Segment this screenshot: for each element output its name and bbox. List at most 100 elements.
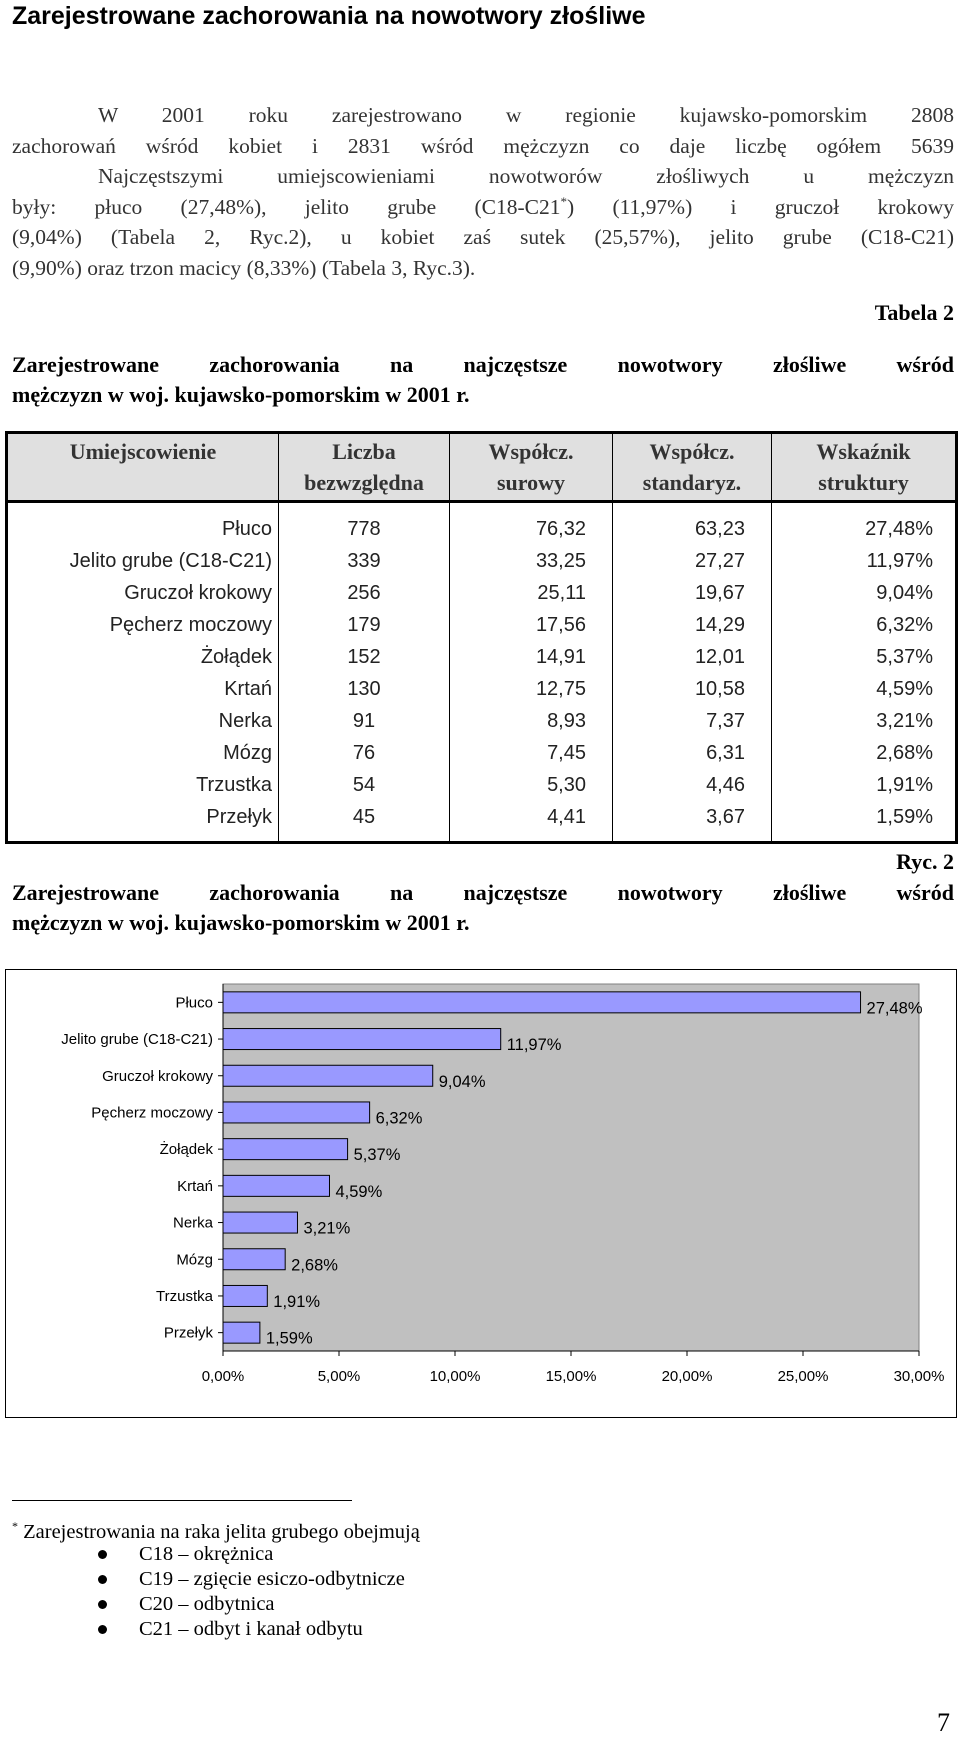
cell-structure: 6,32% xyxy=(771,609,957,641)
cell-crude-rate: 12,75 xyxy=(449,673,613,705)
cell-std-rate: 19,67 xyxy=(612,577,772,609)
bar xyxy=(222,991,862,1014)
data-label: 9,04% xyxy=(439,1073,486,1091)
cell-location: Przełyk xyxy=(206,805,272,828)
data-label: 1,91% xyxy=(273,1293,320,1311)
cell-std-rate: 10,58 xyxy=(612,673,772,705)
cell-count: 54 xyxy=(278,769,450,801)
x-tick-label: 15,00% xyxy=(546,1368,597,1385)
cell-crude-rate: 33,25 xyxy=(449,545,613,577)
paragraph-line: (9,90%) oraz trzon macicy (8,33%) (Tabel… xyxy=(12,255,476,280)
col-header-location: Umiejscowienie xyxy=(6,432,279,503)
table-row: Płuco 778 76,32 63,23 27,48% xyxy=(7,501,957,545)
cell-count: 778 xyxy=(278,501,450,545)
list-item: C18 – okrężnica xyxy=(0,1542,405,1567)
cell-std-rate: 27,27 xyxy=(612,545,772,577)
cell-count: 76 xyxy=(278,737,450,769)
table-row: Pęcherz moczowy 179 17,56 14,29 6,32% xyxy=(7,609,957,641)
data-label: 27,48% xyxy=(867,999,923,1017)
x-tick-label: 0,00% xyxy=(202,1368,245,1385)
x-tick-label: 5,00% xyxy=(318,1368,361,1385)
cell-count: 91 xyxy=(278,705,450,737)
category-label: Płuco xyxy=(175,994,213,1011)
footnote-marker: * xyxy=(12,1519,18,1533)
page-title: Zarejestrowane zachorowania na nowotwory… xyxy=(12,2,646,30)
cell-std-rate: 12,01 xyxy=(612,641,772,673)
cancer-table: Umiejscowienie Liczba bezwzględna Współcz… xyxy=(5,431,958,844)
list-item: C19 – zgięcie esiczo-odbytnicze xyxy=(0,1567,405,1592)
table-row: Gruczoł krokowy 256 25,11 19,67 9,04% xyxy=(7,577,957,609)
cell-crude-rate: 17,56 xyxy=(449,609,613,641)
data-label: 2,68% xyxy=(291,1256,338,1274)
cell-structure: 2,68% xyxy=(771,737,957,769)
cell-structure: 27,48% xyxy=(771,501,957,545)
cell-location: Krtań xyxy=(224,677,272,700)
x-tick-label: 25,00% xyxy=(778,1368,829,1385)
category-label: Gruczoł krokowy xyxy=(102,1068,213,1085)
paragraph-line: Najczęstszymi umiejscowieniami nowotworó… xyxy=(98,164,954,188)
table-row: Przełyk 45 4,41 3,67 1,59% xyxy=(7,801,957,843)
cell-structure: 4,59% xyxy=(771,673,957,705)
data-label: 3,21% xyxy=(303,1220,350,1238)
bar xyxy=(222,1248,286,1271)
cell-std-rate: 14,29 xyxy=(612,609,772,641)
cell-count: 339 xyxy=(278,545,450,577)
bar xyxy=(222,1174,330,1197)
cell-structure: 5,37% xyxy=(771,641,957,673)
paragraph-line: (9,04%) (Tabela 2, Ryc.2), u kobiet zaś … xyxy=(12,225,954,249)
table-label: Tabela 2 xyxy=(874,300,954,325)
cell-count: 152 xyxy=(278,641,450,673)
bar xyxy=(222,1321,261,1344)
cell-structure: 1,91% xyxy=(771,769,957,801)
data-label: 5,37% xyxy=(354,1146,401,1164)
cell-location: Żołądek xyxy=(200,645,272,668)
chart-label: Ryc. 2 xyxy=(896,849,954,874)
table-row: Nerka 91 8,93 7,37 3,21% xyxy=(7,705,957,737)
footnote-list: C18 – okrężnica C19 – zgięcie esiczo-odb… xyxy=(0,1542,405,1642)
cell-std-rate: 3,67 xyxy=(612,801,772,843)
data-label: 11,97% xyxy=(507,1036,562,1054)
cell-structure: 9,04% xyxy=(771,577,957,609)
cell-location: Gruczoł krokowy xyxy=(124,581,272,604)
table-row: Krtań 130 12,75 10,58 4,59% xyxy=(7,673,957,705)
cell-crude-rate: 76,32 xyxy=(449,501,613,545)
bar xyxy=(222,1064,434,1087)
category-label: Żołądek xyxy=(160,1140,214,1158)
bullet-icon xyxy=(98,1625,107,1634)
col-header-count: Liczba bezwzględna xyxy=(278,432,450,503)
data-label: 4,59% xyxy=(335,1183,382,1201)
list-item: C20 – odbytnica xyxy=(0,1592,405,1617)
cell-location: Pęcherz moczowy xyxy=(109,613,272,636)
category-label: Pęcherz moczowy xyxy=(91,1104,213,1121)
x-tick-label: 20,00% xyxy=(662,1368,713,1385)
footnote: * Zarejestrowania na raka jelita grubego… xyxy=(12,1519,420,1543)
paragraph-line: zachorowań wśród kobiet i 2831 wśród męż… xyxy=(12,133,954,158)
cell-crude-rate: 25,11 xyxy=(449,577,613,609)
x-tick-label: 10,00% xyxy=(430,1368,481,1385)
cell-structure: 1,59% xyxy=(771,801,957,843)
bullet-icon xyxy=(98,1600,107,1609)
bar-chart: Płuco 27,48% Jelito grube (C18-C21) 11,97% G… xyxy=(5,969,957,1418)
cell-std-rate: 4,46 xyxy=(612,769,772,801)
cell-crude-rate: 7,45 xyxy=(449,737,613,769)
cell-count: 179 xyxy=(278,609,450,641)
cell-std-rate: 6,31 xyxy=(612,737,772,769)
cell-location: Mózg xyxy=(223,741,272,764)
category-label: Przełyk xyxy=(164,1325,214,1342)
bar xyxy=(222,1101,371,1124)
bar xyxy=(222,1284,268,1307)
category-label: Krtań xyxy=(177,1178,213,1195)
table-row: Jelito grube (C18-C21) 339 33,25 27,27 11,97… xyxy=(7,545,957,577)
page-number: 7 xyxy=(937,1708,950,1737)
table-row: Mózg 76 7,45 6,31 2,68% xyxy=(7,737,957,769)
bar xyxy=(222,1028,502,1051)
cell-location: Nerka xyxy=(218,709,272,732)
cell-std-rate: 63,23 xyxy=(612,501,772,545)
bullet-icon xyxy=(98,1550,107,1559)
bullet-icon xyxy=(98,1575,107,1584)
category-label: Mózg xyxy=(176,1251,213,1268)
cell-location: Trzustka xyxy=(196,773,272,796)
col-header-structure: Wskaźnik struktury xyxy=(771,432,957,503)
x-tick-label: 30,00% xyxy=(894,1368,945,1385)
